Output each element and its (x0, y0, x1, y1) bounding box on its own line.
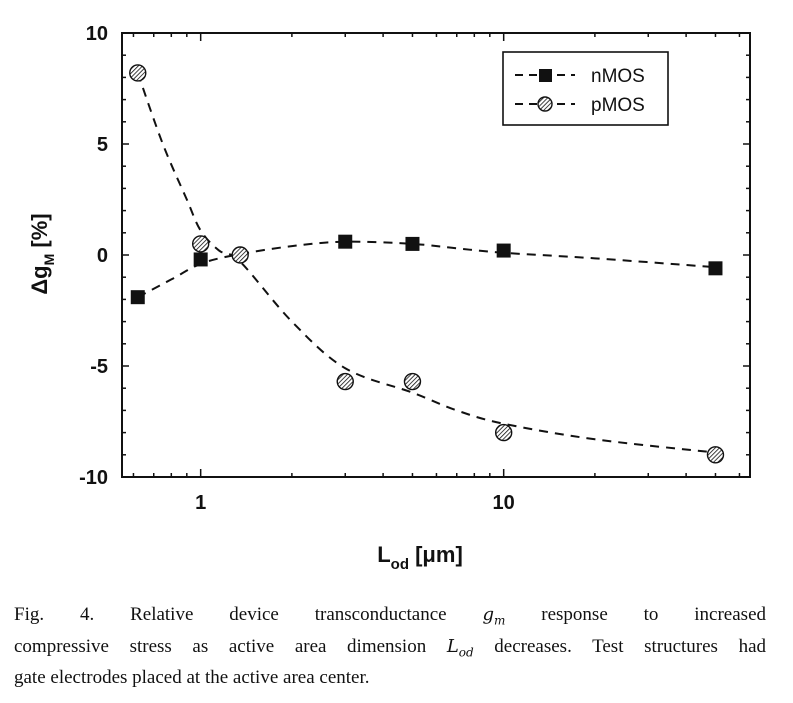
legend-pmos-label: pMOS (591, 95, 645, 116)
caption-line-2: compressive stress as active area dimens… (14, 634, 766, 666)
data-point-pmos (231, 246, 249, 264)
legend-pmos-marker (537, 96, 553, 112)
figure-caption: Fig. 4. Relative device transconductance… (14, 602, 766, 690)
y-tick-label: 0 (97, 245, 108, 267)
caption-text: Fig. 4. Relative device transconductance (14, 604, 447, 625)
caption-line-1: Fig. 4. Relative device transconductance… (14, 602, 766, 634)
y-axis-label: ΔgM [%] (27, 213, 57, 294)
legend: nMOS pMOS (502, 51, 669, 126)
y-tick-label: 5 (97, 134, 108, 156)
y-tick-label: -10 (79, 467, 108, 489)
legend-item-nmos: nMOS (515, 66, 645, 87)
caption-math-gm: gm (482, 604, 506, 628)
data-point-pmos (336, 372, 354, 391)
data-point-nmos (496, 243, 511, 258)
caption-text: compressive stress as active area dimens… (14, 635, 427, 657)
chart-svg: 10 5 0 -5 -10 1 10 Lod [μm] ΔgM [%] nMOS pMOS (27, 23, 751, 573)
data-point-pmos (403, 372, 422, 391)
legend-box (502, 51, 669, 126)
series-layer (129, 64, 725, 464)
data-point-nmos (193, 252, 208, 267)
x-tick-label: 1 (195, 492, 206, 514)
data-point-nmos (708, 261, 723, 276)
data-point-pmos (494, 423, 513, 442)
data-point-nmos (338, 234, 353, 249)
y-tick-label: -5 (90, 356, 108, 378)
data-point-pmos (706, 446, 725, 464)
axis-ticks: 10 5 0 -5 -10 1 10 (79, 23, 750, 514)
series-line-pmos (136, 72, 716, 454)
caption-line-3: gate electrodes placed at the active are… (14, 667, 370, 689)
legend-nmos-marker (539, 69, 552, 82)
data-point-nmos (130, 290, 145, 305)
chart-figure: 10 5 0 -5 -10 1 10 Lod [μm] ΔgM [%] nMOS pMOS (27, 23, 751, 573)
data-point-pmos (191, 235, 210, 253)
data-point-nmos (405, 236, 420, 251)
series-line-nmos (137, 240, 716, 299)
x-tick-label: 10 (493, 492, 515, 514)
caption-text: response to increased (541, 604, 766, 625)
caption-text: decreases. Test structures had (494, 635, 766, 657)
y-tick-label: 10 (86, 23, 108, 45)
legend-item-pmos: pMOS (515, 95, 645, 116)
caption-math-lod: Lod (446, 635, 474, 660)
data-point-pmos (129, 64, 147, 82)
x-axis-label: Lod [μm] (377, 542, 463, 573)
legend-nmos-label: nMOS (591, 66, 645, 87)
